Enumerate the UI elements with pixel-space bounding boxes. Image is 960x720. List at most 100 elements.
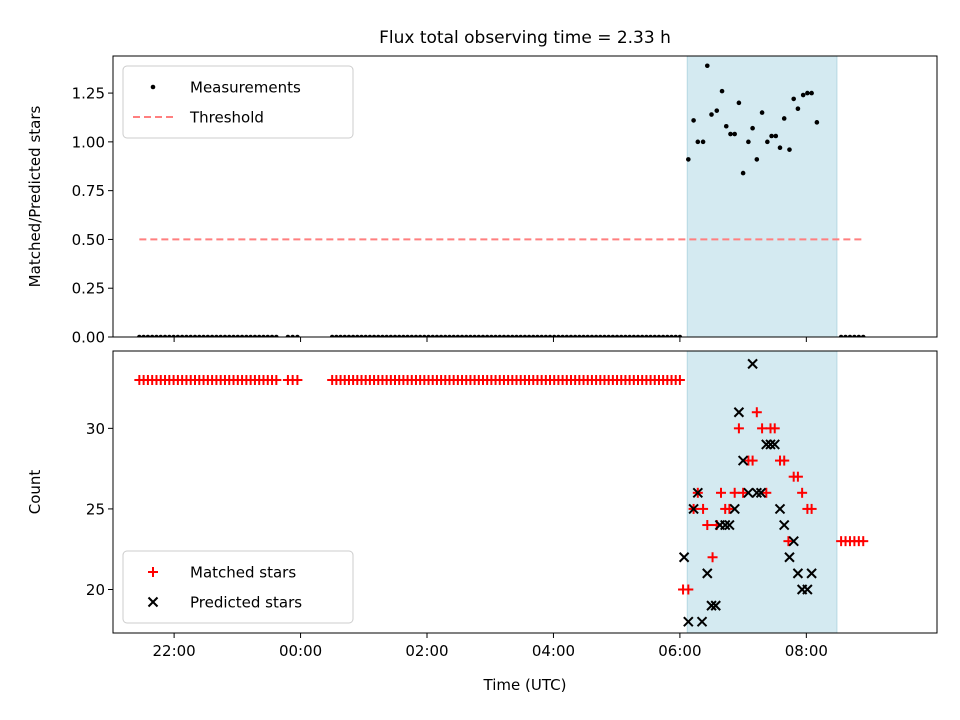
y-tick-label: 0.75 <box>72 182 105 200</box>
x-stroke <box>806 568 817 579</box>
data-point <box>522 334 528 337</box>
data-point <box>137 334 142 337</box>
data-point <box>196 334 202 337</box>
x-stroke <box>678 552 690 563</box>
x-stroke <box>719 519 731 531</box>
data-point <box>371 334 377 337</box>
data-point <box>447 334 452 337</box>
data-point <box>652 334 658 337</box>
data-point <box>396 334 402 337</box>
data-point <box>375 334 381 337</box>
x-stroke <box>761 439 772 450</box>
data-point <box>338 334 343 337</box>
data-point <box>719 519 731 531</box>
data-point <box>843 334 848 337</box>
data-point <box>743 487 754 499</box>
data-point <box>149 334 155 337</box>
data-point <box>401 334 406 337</box>
data-point <box>184 334 189 337</box>
axes-frame <box>112 350 938 634</box>
data-point <box>564 334 570 337</box>
data-point <box>556 334 561 337</box>
data-point <box>413 334 419 337</box>
data-point <box>367 334 373 337</box>
observing-span <box>687 56 837 337</box>
data-point <box>510 334 515 337</box>
data-point <box>568 334 574 337</box>
ratio-panel: 0.00 0.25 0.50 0.75 1.00 1.25 Matched/Predicte… <box>26 55 938 347</box>
data-point <box>795 106 801 111</box>
data-point <box>188 334 194 337</box>
data-point <box>792 568 804 579</box>
data-point <box>750 125 755 131</box>
data-point <box>787 147 792 152</box>
data-point <box>295 334 300 337</box>
data-point <box>788 535 799 547</box>
legend: Measurements Threshold <box>122 65 354 139</box>
data-point <box>698 503 709 514</box>
series-measurements <box>137 63 866 337</box>
x-tick-label: 04:00 <box>532 642 575 660</box>
y-axis-label: Count <box>26 470 44 515</box>
data-point <box>610 334 616 337</box>
x-axis-label: Time (UTC) <box>483 676 567 694</box>
x-stroke <box>710 600 721 611</box>
data-point <box>631 334 637 337</box>
data-point <box>704 63 710 69</box>
data-point <box>761 487 772 498</box>
data-point <box>329 334 335 337</box>
data-point <box>737 455 749 466</box>
x-stroke <box>706 600 717 611</box>
data-point <box>334 334 339 337</box>
data-point <box>719 88 725 94</box>
data-point <box>706 600 717 611</box>
data-point <box>781 116 787 121</box>
data-point <box>226 334 232 337</box>
data-point <box>547 334 553 337</box>
data-point <box>167 334 172 337</box>
data-point <box>747 455 758 466</box>
legend-label: Predicted stars <box>190 594 302 612</box>
data-point <box>261 334 266 337</box>
data-point <box>493 334 498 337</box>
data-point <box>733 423 744 434</box>
data-point <box>644 334 649 337</box>
data-point <box>430 334 436 337</box>
data-point <box>539 334 544 337</box>
data-point <box>248 334 253 337</box>
data-point <box>665 334 670 337</box>
data-point <box>497 334 503 337</box>
x-stroke <box>702 568 713 579</box>
data-point <box>489 334 494 337</box>
data-point <box>145 334 151 337</box>
data-point <box>783 536 794 547</box>
data-point <box>695 139 701 145</box>
data-point <box>222 334 228 337</box>
data-point <box>728 131 733 137</box>
data-point <box>154 334 159 337</box>
x-stroke <box>774 503 786 515</box>
axes-frame <box>112 55 938 338</box>
data-point <box>746 139 751 145</box>
data-point <box>806 568 817 579</box>
data-point <box>660 334 666 337</box>
data-point <box>710 600 721 611</box>
data-point <box>639 334 645 337</box>
series-predicted-stars <box>678 358 817 627</box>
data-point <box>346 334 352 337</box>
data-point <box>434 334 440 337</box>
series-matched-stars <box>134 375 869 595</box>
plot-area <box>134 351 869 633</box>
x-stroke <box>696 616 708 627</box>
data-point <box>417 334 423 337</box>
y-tick-label: 20 <box>86 581 105 599</box>
data-point <box>797 487 808 498</box>
data-point <box>589 334 595 337</box>
data-point <box>442 334 448 337</box>
data-point <box>702 520 713 531</box>
data-point <box>777 145 783 151</box>
data-point <box>380 334 385 337</box>
data-point <box>792 471 803 482</box>
data-point <box>755 487 767 499</box>
data-point <box>265 334 271 337</box>
